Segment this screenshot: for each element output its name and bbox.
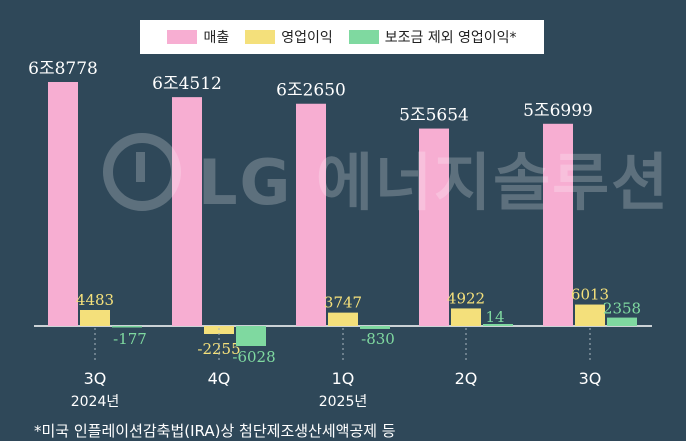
bar-operating-profit-0 <box>80 310 110 326</box>
label-revenue-0: 6조8778 <box>28 59 98 79</box>
bar-operating-profit-2 <box>328 312 358 326</box>
bar-profit-excl-subsidy-4 <box>607 317 637 326</box>
legend-item-operating-profit: 영업이익 <box>245 27 333 47</box>
x-tick-label-4: 3Q <box>579 369 602 388</box>
legend-swatch-revenue <box>167 30 198 44</box>
legend-label-profit-excl-subsidy: 보조금 제외 영업이익* <box>384 30 517 46</box>
legend-item-profit-excl-subsidy: 보조금 제외 영업이익* <box>348 27 517 47</box>
bar-profit-excl-subsidy-1 <box>236 326 266 346</box>
label-operating-profit-3: 4922 <box>447 289 485 307</box>
bar-profit-excl-subsidy-0 <box>112 326 142 328</box>
legend-swatch-profit-excl-subsidy <box>348 30 379 44</box>
x-tick-label-1: 4Q <box>208 369 231 388</box>
label-profit-excl-subsidy-0: -177 <box>113 330 147 348</box>
bar-operating-profit-4 <box>575 304 605 326</box>
label-revenue-3: 5조5654 <box>399 106 469 126</box>
label-profit-excl-subsidy-2: -830 <box>361 330 395 348</box>
bar-profit-excl-subsidy-2 <box>360 326 390 329</box>
label-operating-profit-0: 4483 <box>76 291 114 309</box>
watermark: LG 에너지솔루션 <box>100 132 668 219</box>
lg-logo-icon <box>103 133 181 211</box>
label-revenue-1: 6조4512 <box>152 74 222 94</box>
bar-revenue-3 <box>419 128 449 326</box>
label-revenue-2: 6조2650 <box>276 81 346 101</box>
x-year-label-2: 2025년 <box>319 394 368 410</box>
x-tick-label-3: 2Q <box>455 369 478 388</box>
label-operating-profit-4: 6013 <box>571 286 609 304</box>
x-tick-label-2: 1Q <box>332 369 355 388</box>
label-profit-excl-subsidy-1: -6028 <box>232 348 275 366</box>
label-operating-profit-2: 3747 <box>324 294 362 312</box>
watermark-text: LG 에너지솔루션 <box>198 146 671 219</box>
label-revenue-4: 5조6999 <box>523 101 593 121</box>
bar-revenue-0 <box>48 82 78 326</box>
bar-profit-excl-subsidy-3 <box>483 324 513 326</box>
label-profit-excl-subsidy-4: 2358 <box>603 300 641 318</box>
footnote: *미국 인플레이션감축법(IRA)상 첨단제조생산세액공제 등 <box>34 422 396 440</box>
x-year-label-0: 2024년 <box>71 394 120 410</box>
bar-revenue-1 <box>172 97 202 327</box>
label-profit-excl-subsidy-3: 14 <box>485 308 504 326</box>
legend-label-revenue: 매출 <box>203 30 230 46</box>
legend-item-revenue: 매출 <box>167 27 229 47</box>
bar-revenue-4 <box>543 123 573 326</box>
x-tick-label-0: 3Q <box>84 369 107 388</box>
bar-revenue-2 <box>296 103 326 326</box>
legend-label-operating-profit: 영업이익 <box>281 30 333 46</box>
legend-swatch-operating-profit <box>245 30 276 44</box>
legend: 매출 영업이익 보조금 제외 영업이익* <box>140 20 544 54</box>
bar-operating-profit-3 <box>451 308 481 326</box>
